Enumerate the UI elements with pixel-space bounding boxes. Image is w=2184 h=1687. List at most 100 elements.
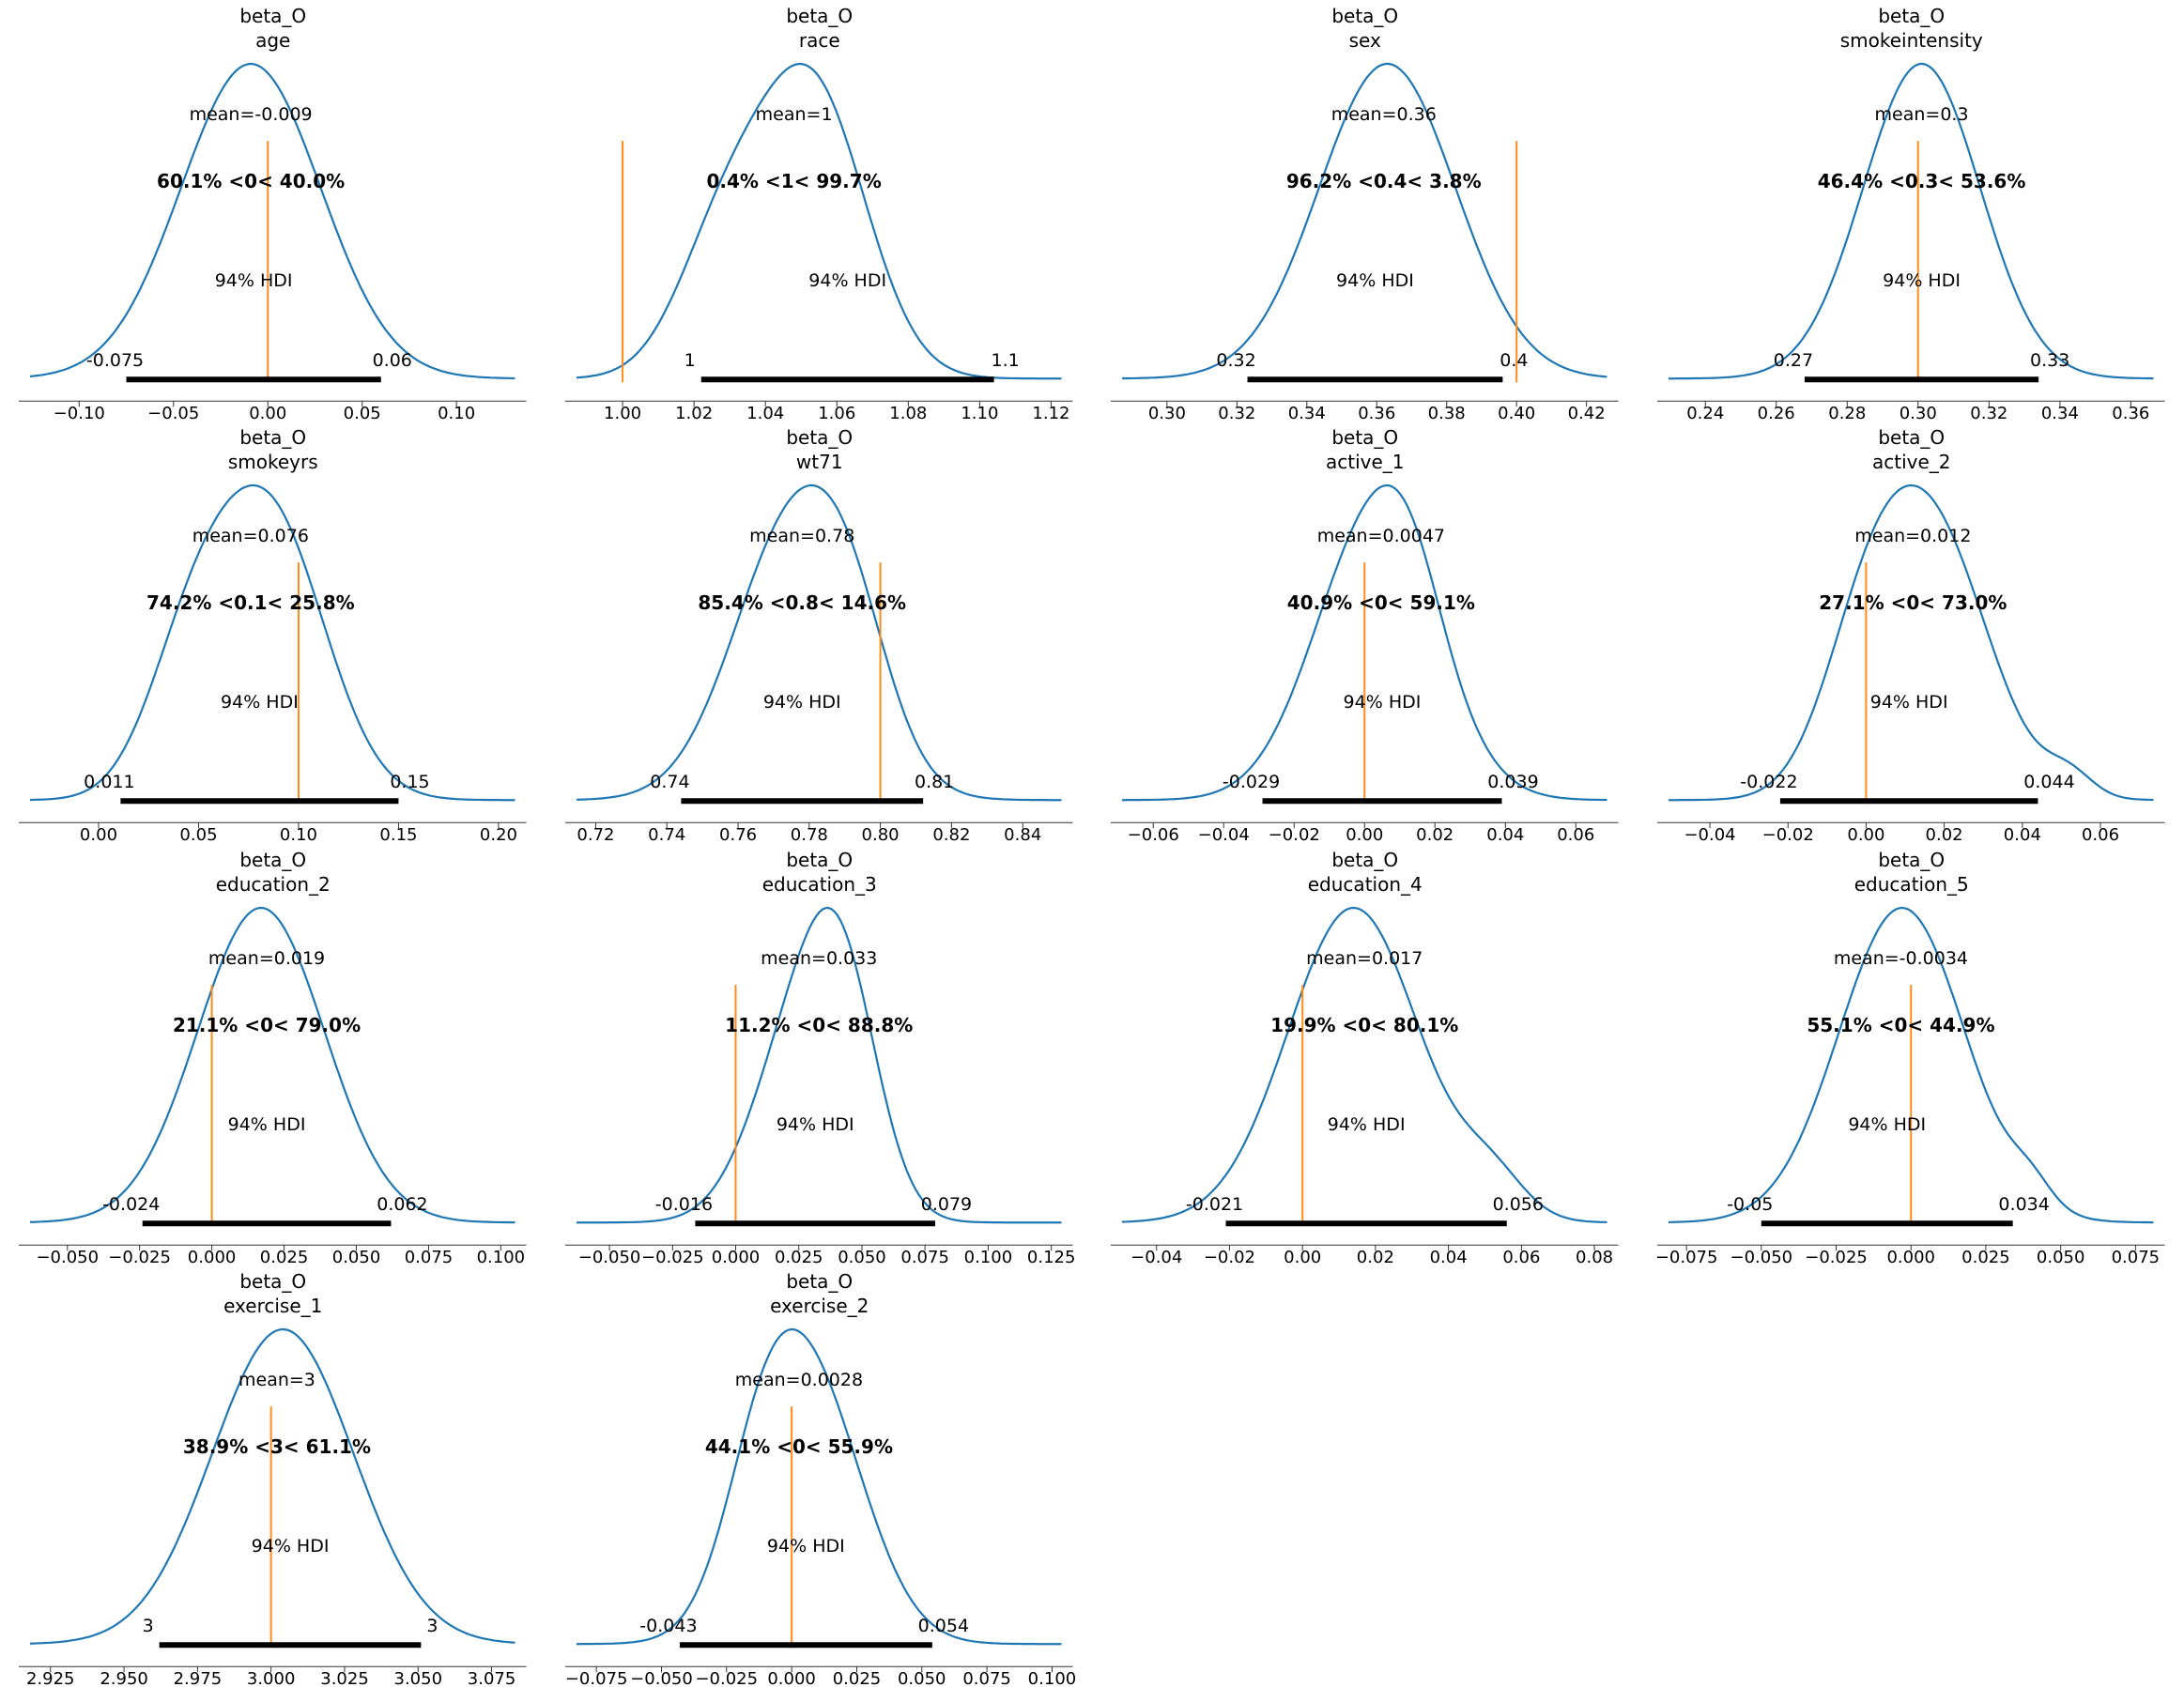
hdi-title: 94% HDI <box>808 270 886 291</box>
x-tick-label: 2.975 <box>174 1669 223 1687</box>
x-tick-label: −0.050 <box>1730 1248 1792 1265</box>
x-tick-label: −0.02 <box>1269 826 1320 844</box>
hdi-title: 94% HDI <box>762 692 840 713</box>
posterior-plot: −0.075 −0.050 −0.025 0.000 0.025 0.050 0.075 0.… <box>564 1270 1075 1687</box>
x-tick-label: 0.075 <box>2111 1248 2160 1265</box>
hdi-lo-label: -0.021 <box>1186 1194 1243 1215</box>
mean-label: mean=0.36 <box>1331 104 1437 125</box>
posterior-plot-cell: −0.10 −0.05 0.00 0.05 0.10 beta_O age mean=-… <box>0 0 546 422</box>
ref-percentage-label: 55.1% <0< 44.9% <box>1807 1014 1994 1036</box>
hdi-hi-label: 0.062 <box>377 1194 427 1215</box>
hdi-hi-label: 0.33 <box>2030 350 2069 371</box>
x-ticks: 0.24 0.26 0.28 0.30 0.32 0.34 0.36 <box>1686 401 2149 422</box>
x-tick-label: −0.02 <box>1761 826 1813 844</box>
plot-title-line1: beta_O <box>239 426 306 449</box>
plot-title-line2: education_3 <box>761 873 876 896</box>
ref-percentage-label: 74.2% <0.1< 25.8% <box>146 591 355 614</box>
hdi-lo-label: 0.32 <box>1216 350 1255 371</box>
hdi-hi-label: 0.039 <box>1487 772 1538 792</box>
x-tick-label: 0.025 <box>774 1248 823 1265</box>
x-tick-label: 2.950 <box>100 1669 148 1687</box>
x-tick-label: 0.42 <box>1568 404 1606 422</box>
x-tick-label: 3.050 <box>394 1669 443 1687</box>
hdi-title: 94% HDI <box>252 1536 330 1557</box>
x-tick-label: 0.05 <box>344 404 381 422</box>
hdi-title: 94% HDI <box>1848 1114 1926 1135</box>
kde-curve <box>1121 906 1607 1223</box>
x-tick-label: 0.000 <box>1886 1248 1935 1265</box>
mean-label: mean=0.017 <box>1306 948 1423 969</box>
posterior-plot-cell: −0.050 −0.025 0.000 0.025 0.050 0.075 0.100 0.1… <box>546 844 1093 1265</box>
mean-label: mean=0.012 <box>1854 526 1971 546</box>
mean-label: mean=3 <box>238 1370 315 1390</box>
kde-curve <box>30 906 515 1223</box>
kde-curve <box>1122 484 1607 802</box>
ref-percentage-label: 60.1% <0< 40.0% <box>157 170 345 192</box>
ref-percentage-label: 27.1% <0< 73.0% <box>1819 591 2007 614</box>
x-tick-label: 0.100 <box>477 1248 526 1265</box>
x-ticks: −0.10 −0.05 0.00 0.05 0.10 <box>54 401 475 422</box>
x-tick-label: −0.025 <box>695 1669 758 1687</box>
hdi-lo-label: -0.075 <box>86 350 144 371</box>
posterior-plot-cell: −0.050 −0.025 0.000 0.025 0.050 0.075 0.100 be… <box>0 844 546 1265</box>
x-tick-label: 0.00 <box>1346 826 1383 844</box>
x-tick-label: 0.06 <box>2081 826 2118 844</box>
x-tick-label: 0.40 <box>1498 404 1535 422</box>
hdi-hi-label: 0.15 <box>390 772 429 792</box>
x-tick-label: 3.025 <box>320 1669 369 1687</box>
x-tick-label: 0.00 <box>1284 1248 1321 1265</box>
x-tick-label: 1.02 <box>675 404 713 422</box>
ref-percentage-label: 44.1% <0< 55.9% <box>704 1435 892 1458</box>
hdi-title: 94% HDI <box>1869 692 1947 713</box>
posterior-plot: −0.06 −0.04 −0.02 0.00 0.02 0.04 0.06 beta_O a… <box>1111 426 1619 844</box>
hdi-hi-label: 0.054 <box>917 1616 968 1636</box>
hdi-hi-label: 0.079 <box>920 1194 971 1215</box>
kde-curve <box>1668 484 2154 802</box>
x-tick-label: 2.925 <box>26 1669 75 1687</box>
kde-curve <box>576 62 1061 380</box>
ref-percentage-label: 38.9% <3< 61.1% <box>183 1435 371 1458</box>
x-tick-label: 0.78 <box>790 826 827 844</box>
posterior-plot: 0.00 0.05 0.10 0.15 0.20 beta_O smokeyrs mea… <box>19 426 527 844</box>
x-ticks: −0.050 −0.025 0.000 0.025 0.050 0.075 0.100 <box>36 1244 526 1265</box>
x-tick-label: 0.84 <box>1004 826 1041 844</box>
mean-label: mean=0.0047 <box>1317 526 1445 546</box>
posterior-plot-cell: −0.06 −0.04 −0.02 0.00 0.02 0.04 0.06 beta_O a… <box>1092 422 1638 844</box>
plot-title-line2: active_1 <box>1326 451 1405 473</box>
plot-title-line1: beta_O <box>786 849 853 871</box>
x-tick-label: 0.06 <box>1557 826 1594 844</box>
x-tick-label: −0.10 <box>54 404 105 422</box>
x-tick-label: 0.10 <box>438 404 475 422</box>
x-tick-label: −0.025 <box>1805 1248 1868 1265</box>
plot-title-line1: beta_O <box>786 5 853 27</box>
x-tick-label: 0.36 <box>2112 404 2149 422</box>
x-tick-label: 0.04 <box>1486 826 1524 844</box>
ref-percentage-label: 85.4% <0.8< 14.6% <box>698 591 906 614</box>
hdi-title: 94% HDI <box>215 270 293 291</box>
posterior-plot: −0.04 −0.02 0.00 0.02 0.04 0.06 0.08 beta_O ed… <box>1111 849 1619 1265</box>
mean-label: mean=0.019 <box>208 948 325 969</box>
posterior-plot-cell: 0.00 0.05 0.10 0.15 0.20 beta_O smokeyrs mea… <box>0 422 546 844</box>
x-tick-label: 0.075 <box>405 1248 454 1265</box>
posterior-plot-cell: 0.30 0.32 0.34 0.36 0.38 0.40 0.42 beta_O sex … <box>1092 0 1638 422</box>
ref-percentage-label: 40.9% <0< 59.1% <box>1287 591 1475 614</box>
x-tick-label: 1.04 <box>746 404 784 422</box>
ref-percentage-label: 19.9% <0< 80.1% <box>1270 1014 1458 1036</box>
x-tick-label: 0.04 <box>1430 1248 1468 1265</box>
kde-curve <box>1668 62 2154 380</box>
x-tick-label: 0.000 <box>711 1248 760 1265</box>
mean-label: mean=-0.009 <box>190 104 313 125</box>
plot-title-line1: beta_O <box>1878 5 1945 27</box>
x-tick-label: 0.00 <box>1847 826 1884 844</box>
plot-title-line1: beta_O <box>786 426 853 449</box>
x-tick-label: −0.050 <box>630 1669 693 1687</box>
kde-curve <box>29 484 515 802</box>
x-ticks: 1.00 1.02 1.04 1.06 1.08 1.10 1.12 <box>604 401 1069 422</box>
mean-label: mean=0.033 <box>761 948 877 969</box>
ref-percentage-label: 96.2% <0.4< 3.8% <box>1286 170 1482 192</box>
x-tick-label: 0.025 <box>1961 1248 2010 1265</box>
x-tick-label: 0.100 <box>963 1248 1012 1265</box>
kde-curve <box>576 484 1061 802</box>
